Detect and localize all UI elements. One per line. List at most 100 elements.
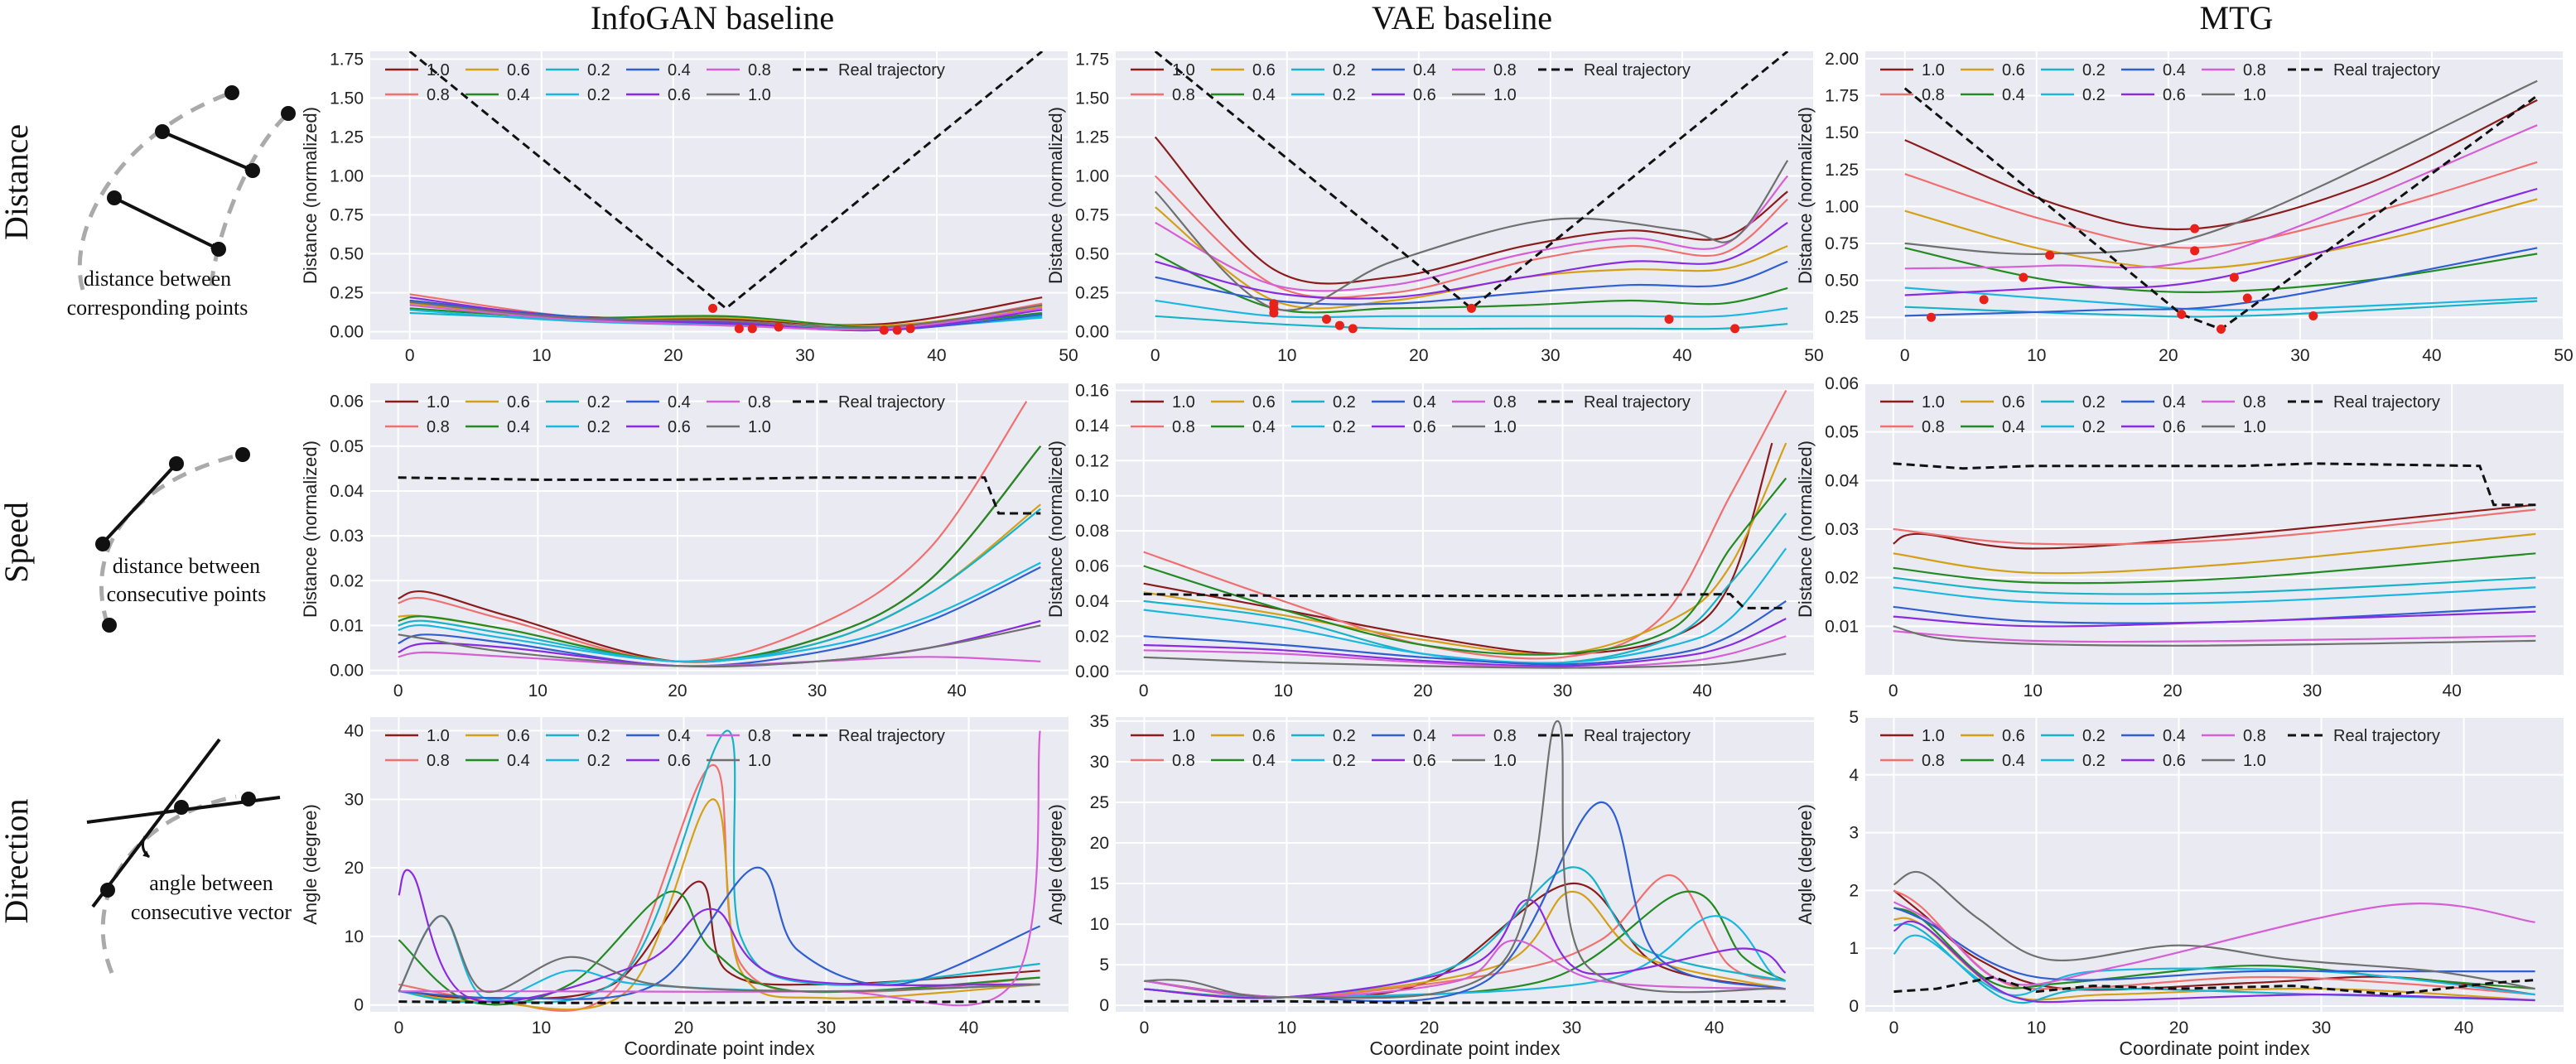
series-line-1.0	[1893, 870, 2535, 990]
x-tick-label: 30	[1541, 346, 1560, 365]
x-tick-label: 40	[1692, 681, 1711, 701]
series-line-1.0	[398, 914, 1040, 994]
y-tick-label: 40	[345, 722, 364, 741]
column-title-infogan: InfoGAN baseline	[591, 0, 834, 36]
series-line-1.0	[1893, 625, 2536, 647]
legend-label: 0.6	[2002, 727, 2025, 745]
legend: 1.0 0.8 0.6 0.4 0.2 0.2 0.4 0.6 0.8 1.0 Real traje…	[385, 393, 945, 436]
match-point-marker	[734, 324, 744, 334]
x-tick-label: 30	[817, 1018, 836, 1038]
legend-label: 0.8	[427, 86, 450, 104]
caption-distance-1: distance between	[84, 267, 231, 291]
y-tick-label: 1.50	[1825, 123, 1859, 142]
y-tick-label: 0.10	[1075, 487, 1109, 506]
x-axis-label: Coordinate point index	[624, 1038, 815, 1059]
x-tick-label: 40	[959, 1018, 978, 1038]
series-line-0.8	[398, 401, 1028, 662]
legend-label: 0.4	[2002, 86, 2025, 104]
legend-label-real: Real trajectory	[1584, 727, 1691, 745]
legend-label: 1.0	[1172, 727, 1195, 745]
y-tick-label: 0.05	[1825, 423, 1859, 442]
y-tick-label: 2.00	[1825, 50, 1859, 69]
y-axis-label: Angle (degree)	[1045, 804, 1066, 925]
series-line-0.6	[1143, 618, 1787, 667]
x-tick-label: 0	[405, 346, 415, 365]
match-point-marker	[892, 325, 902, 335]
legend-label: 0.2	[587, 418, 610, 436]
caption-direction-1: angle between	[149, 871, 273, 895]
legend-label: 0.6	[1252, 61, 1276, 79]
series-group	[1893, 870, 2535, 1004]
legend-label: 0.6	[2163, 418, 2186, 436]
series-line-0.8	[409, 304, 1043, 331]
x-tick-label: 20	[1413, 681, 1432, 701]
legend-label: 1.0	[2243, 418, 2266, 436]
y-tick-label: 0.00	[330, 323, 364, 342]
x-tick-label: 10	[1277, 346, 1296, 365]
x-tick-label: 10	[1277, 1018, 1296, 1038]
y-tick-label: 1.50	[330, 89, 364, 108]
illustration-speed: distance between consecutive points	[95, 447, 266, 633]
legend-label: 0.6	[1413, 86, 1436, 104]
legend-label-real: Real trajectory	[838, 61, 945, 79]
series-line-1.0	[398, 624, 1041, 667]
x-tick-label: 20	[1409, 346, 1428, 365]
legend-label: 0.6	[668, 752, 691, 770]
y-tick-label: 1.00	[1825, 197, 1859, 216]
x-tick-label: 50	[2554, 346, 2573, 365]
x-tick-label: 0	[393, 681, 403, 701]
point	[155, 124, 170, 139]
series-line-0.8	[1155, 175, 1789, 292]
series-line-0.4	[1143, 599, 1787, 666]
row-title-speed: Speed	[0, 502, 35, 583]
y-tick-label: 15	[1090, 874, 1109, 893]
legend-label: 0.4	[507, 752, 530, 770]
legend-label: 0.8	[748, 61, 771, 79]
series-line-1.0	[1154, 160, 1789, 311]
legend-label: 0.8	[1922, 418, 1945, 436]
legend-label: 1.0	[748, 86, 771, 104]
series-line-0.8	[1893, 630, 2536, 643]
y-tick-label: 0.03	[330, 527, 364, 546]
y-tick-label: 4	[1849, 766, 1859, 785]
y-tick-label: 0.00	[1075, 662, 1109, 681]
y-tick-label: 20	[1090, 834, 1109, 853]
chart-panel-distance-1: 0 10 20 30 40 50 0.00 0.25 0.50 0.75 1.00 1.25 1.50 1…	[1045, 50, 1824, 365]
series-line-0.8	[1893, 508, 2536, 546]
y-tick-label: 0.16	[1075, 381, 1109, 400]
y-tick-label: 10	[1090, 915, 1109, 934]
match-point-marker	[708, 303, 718, 313]
x-tick-label: 0	[1151, 346, 1160, 365]
y-tick-label: 0.04	[1825, 471, 1859, 490]
series-line-0.6	[1893, 610, 2536, 628]
legend: 1.0 0.8 0.6 0.4 0.2 0.2 0.4 0.6 0.8 1.0 Real traje…	[1131, 393, 1691, 436]
real-trajectory-line	[398, 1000, 1040, 1004]
x-tick-label: 10	[2024, 681, 2043, 701]
x-tick-label: 30	[795, 346, 814, 365]
y-tick-label: 1.00	[1075, 166, 1109, 185]
series-line-1.0	[1904, 79, 2538, 256]
illustration-direction: angle between consecutive vector	[86, 738, 292, 974]
angle-arc	[141, 835, 151, 859]
legend-label: 0.8	[1922, 752, 1945, 770]
legend-label: 0.6	[507, 393, 530, 412]
y-tick-label: 0.03	[1825, 520, 1859, 539]
legend-label: 0.8	[1172, 86, 1195, 104]
x-tick-label: 50	[1059, 346, 1078, 365]
x-tick-label: 0	[1900, 346, 1910, 365]
legend-label: 0.8	[427, 752, 450, 770]
legend-label: 0.8	[2243, 393, 2266, 412]
legend-label: 0.8	[1493, 61, 1517, 79]
legend-label: 0.2	[1333, 61, 1356, 79]
legend-label: 0.4	[1252, 752, 1276, 770]
x-tick-label: 50	[1804, 346, 1823, 365]
x-tick-label: 40	[2442, 681, 2461, 701]
y-tick-label: 0.75	[330, 206, 364, 225]
legend-label: 0.2	[2082, 418, 2106, 436]
point	[100, 883, 115, 898]
series-line-0.4	[1904, 247, 2538, 317]
chart-panel-speed-0: 0 10 20 30 40 0.00 0.01 0.02 0.03 0.04 0.05 0.06 Dis…	[300, 383, 1069, 701]
legend-label: 0.2	[1333, 727, 1356, 745]
chart-panel-direction-2: 0 10 20 30 40 0 1 2 3 4 5 Angle (degree) Coordinate …	[1795, 708, 2564, 1059]
match-point-marker	[1466, 303, 1476, 313]
